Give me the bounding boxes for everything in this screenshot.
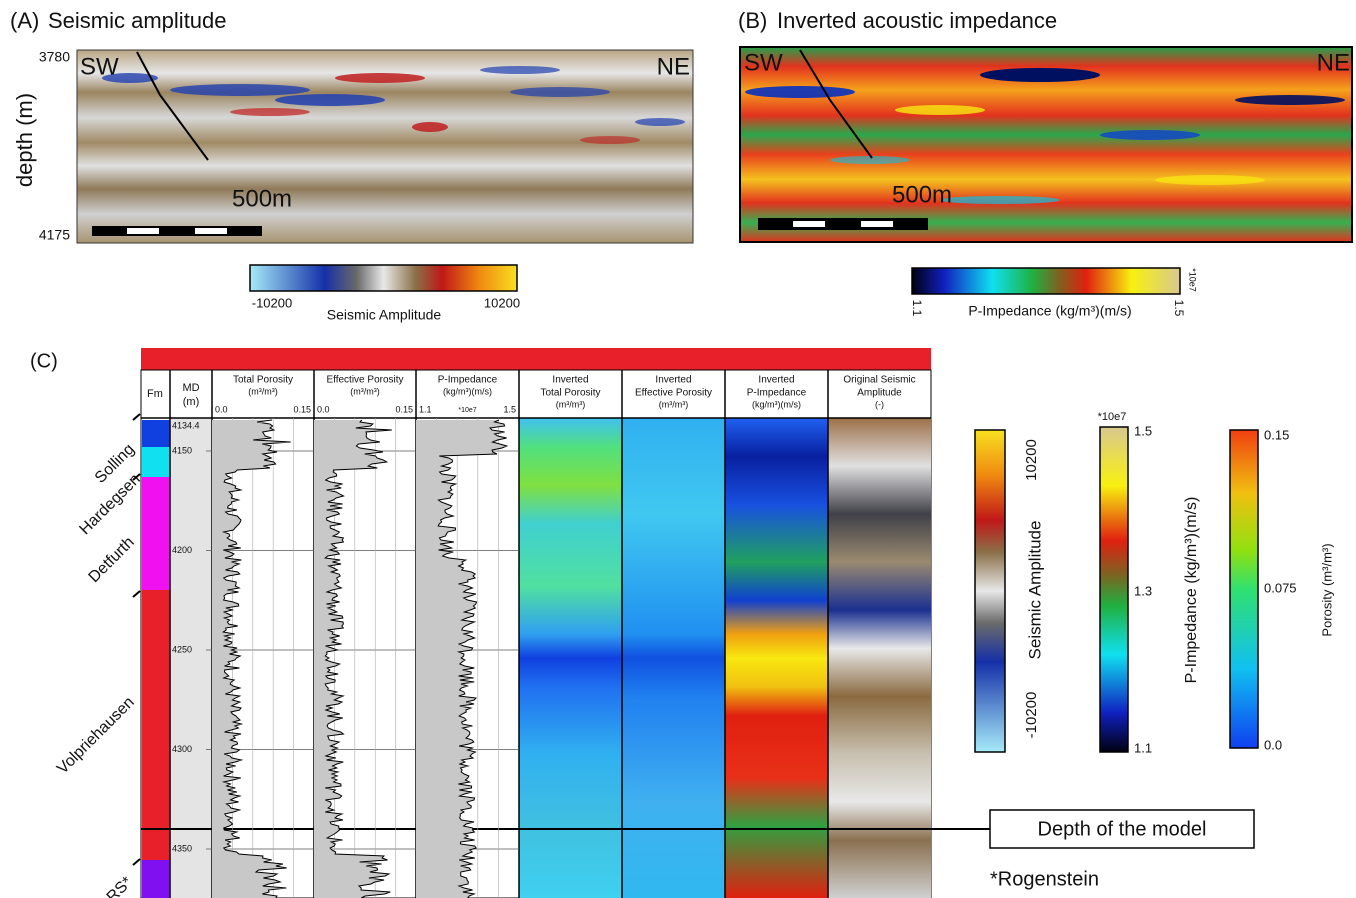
colorbar-multiplier: *10e7 bbox=[1098, 411, 1127, 423]
colorbar-label: P-Impedance (kg/m³)(m/s) bbox=[1183, 497, 1200, 684]
colorbar-tick: 1.3 bbox=[1134, 583, 1152, 598]
depth-tick-label: 4200 bbox=[172, 545, 192, 555]
colorbar-tick: 0.0 bbox=[1264, 737, 1282, 752]
column-header: Effective Porosity bbox=[635, 388, 712, 399]
formation-name: Hardegsen bbox=[76, 471, 143, 538]
direction-label: NE bbox=[1317, 49, 1350, 76]
colorbar-label: Seismic Amplitude bbox=[1025, 521, 1044, 660]
formation-name: Detfurth bbox=[86, 534, 138, 586]
depth-tick-label: 4134.4 bbox=[172, 420, 200, 430]
column-header: P-Impedance bbox=[438, 375, 498, 386]
panel-label: (C) bbox=[30, 350, 58, 372]
scale-label: 500m bbox=[232, 185, 292, 212]
note-box bbox=[989, 809, 1255, 849]
footnote: *Rogenstein bbox=[990, 868, 1099, 890]
columns bbox=[170, 418, 931, 898]
scale-bar bbox=[758, 218, 928, 230]
column-header: Inverted bbox=[552, 375, 588, 386]
colorbar-tick: -10200 bbox=[252, 295, 292, 310]
direction-label: NE bbox=[657, 53, 690, 80]
impedance-texture bbox=[745, 49, 1345, 204]
colorbar-tick: 0.075 bbox=[1264, 580, 1297, 595]
log-curve bbox=[324, 419, 392, 898]
note: Depth of the model bbox=[1038, 818, 1207, 840]
column-header: Amplitude bbox=[857, 388, 902, 399]
track-multiplier: *10e7 bbox=[458, 407, 476, 414]
colorbar-tick: 1.5 bbox=[1134, 423, 1152, 438]
colorbar-tick: -10200 bbox=[1023, 692, 1040, 739]
column-header: P-Impedance bbox=[747, 388, 807, 399]
column-unit: (m³/m³) bbox=[556, 399, 585, 409]
depth-label: 3780 bbox=[39, 49, 70, 65]
scale-bar bbox=[92, 226, 262, 236]
column-unit: (m³/m³) bbox=[248, 386, 277, 396]
colorbar-tick: 1.1 bbox=[1134, 740, 1152, 755]
track-range: 0.15 bbox=[293, 404, 311, 414]
column-header: (m) bbox=[183, 396, 200, 408]
column-unit: (kg/m³)(m/s) bbox=[443, 386, 492, 396]
depth-label: 4175 bbox=[39, 227, 70, 243]
depth-tick-label: 4250 bbox=[172, 644, 192, 654]
formation-name: Volpriehausen bbox=[54, 694, 138, 778]
log-curve bbox=[221, 419, 291, 898]
track-range: 1.5 bbox=[503, 404, 516, 414]
column-header: Original Seismic bbox=[843, 375, 915, 386]
track-range: 1.1 bbox=[419, 404, 432, 414]
colorbar-label: Seismic Amplitude bbox=[327, 307, 442, 323]
colorbar bbox=[249, 264, 518, 292]
colorbar-label: Porosity (m³/m³) bbox=[1319, 543, 1334, 636]
formation-column bbox=[142, 420, 170, 898]
log-fill bbox=[314, 420, 392, 898]
column-header: Total Porosity bbox=[233, 375, 293, 386]
track-range: 0.15 bbox=[395, 404, 413, 414]
column-header: MD bbox=[182, 382, 199, 394]
colorbar bbox=[911, 267, 1181, 295]
formation-name: RS* bbox=[104, 874, 136, 898]
colorbar-tick: 1.5 bbox=[1172, 300, 1186, 317]
colorbar bbox=[1229, 429, 1259, 749]
colorbar-tick: 1.1 bbox=[910, 300, 924, 317]
panel-title: Inverted acoustic impedance bbox=[777, 8, 1057, 33]
column-header: Fm bbox=[147, 388, 163, 400]
colorbar-tick: 10200 bbox=[1023, 439, 1040, 481]
depth-tick-label: 4300 bbox=[172, 744, 192, 754]
colorbar-tick: 10200 bbox=[484, 295, 520, 310]
log-fill bbox=[212, 420, 291, 898]
panel-label: (A) bbox=[10, 8, 39, 33]
log-curve bbox=[437, 419, 509, 898]
header-bar bbox=[141, 348, 931, 370]
colorbar-multiplier: *10e7 bbox=[1188, 268, 1198, 292]
depth-tick-label: 4150 bbox=[172, 445, 192, 455]
seismic-texture bbox=[102, 51, 685, 161]
formation-ticks bbox=[132, 413, 141, 866]
colorbar-tick: 0.15 bbox=[1264, 427, 1289, 442]
colorbar bbox=[974, 429, 1006, 753]
scale-label: 500m bbox=[892, 181, 952, 208]
axis-title: depth (m) bbox=[12, 93, 37, 187]
column-header: Inverted bbox=[758, 375, 794, 386]
log-fill bbox=[416, 420, 507, 898]
direction-label: SW bbox=[744, 49, 783, 76]
direction-label: SW bbox=[80, 53, 119, 80]
colorbar-label: P-Impedance (kg/m³)(m/s) bbox=[968, 303, 1131, 319]
panel-title: Seismic amplitude bbox=[48, 8, 227, 33]
track-range: 0.0 bbox=[215, 404, 228, 414]
depth-tick-label: 4350 bbox=[172, 843, 192, 853]
colorbar bbox=[1099, 426, 1129, 753]
track-range: 0.0 bbox=[317, 404, 330, 414]
column-unit: (m³/m³) bbox=[659, 399, 688, 409]
panel-label: (B) bbox=[738, 8, 767, 33]
column-unit: (kg/m³)(m/s) bbox=[752, 399, 801, 409]
column-header: Effective Porosity bbox=[326, 375, 403, 386]
column-unit: (m³/m³) bbox=[350, 386, 379, 396]
column-unit: (-) bbox=[875, 399, 884, 409]
column-header: Total Porosity bbox=[540, 388, 600, 399]
column-header: Inverted bbox=[655, 375, 691, 386]
